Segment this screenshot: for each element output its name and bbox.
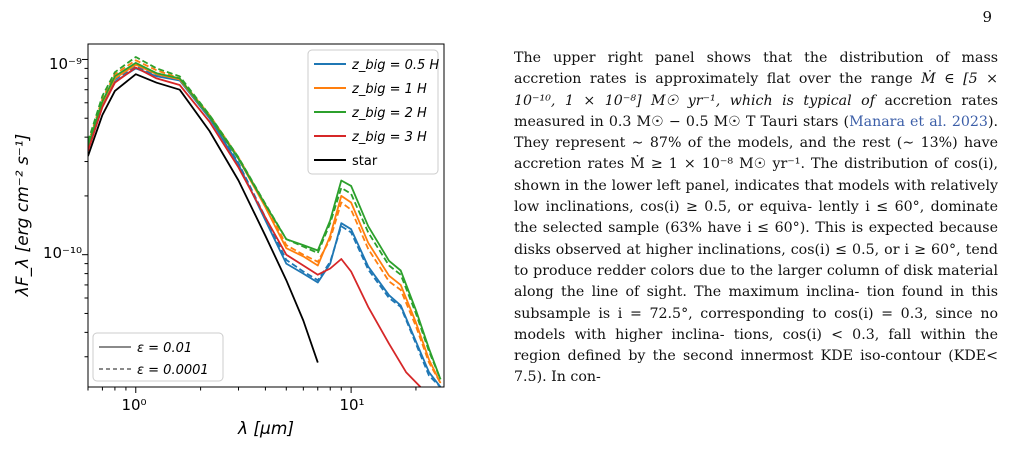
- paragraph: The upper right panel shows that the dis…: [514, 48, 998, 389]
- y-axis-label: λF_λ [erg cm⁻² s⁻¹]: [13, 134, 33, 297]
- x-tick-label-1e0: 10⁰: [121, 396, 146, 414]
- series-layer: [88, 56, 442, 387]
- series-line-0: [88, 73, 319, 363]
- body-text-column: The upper right panel shows that the dis…: [514, 48, 998, 389]
- text-line-6: the models, and the rest (∼ 13%) have ac…: [514, 135, 998, 173]
- ticks-layer: [82, 58, 417, 393]
- text-line-1: The upper right panel shows that the dis…: [514, 50, 950, 66]
- legend-label-star: star: [352, 154, 378, 169]
- legend-label-z3: z_big = 3 H: [351, 130, 427, 145]
- model-legend: z_big = 0.5 H z_big = 1 H z_big = 2 H z_…: [307, 49, 439, 175]
- x-tick-label-1e1: 10¹: [339, 396, 364, 414]
- page-number: 9: [982, 8, 992, 26]
- series-line-7: [88, 66, 422, 387]
- text-line-2: mass accretion rates is approximately fl…: [514, 50, 999, 88]
- plot-frame: [87, 43, 445, 388]
- text-line-18: second innermost KDE iso-contour (KDE< 7…: [514, 348, 998, 386]
- text-line-16: to cos(i) = 0.3, since no models with hi…: [514, 305, 998, 343]
- legend-label-z1: z_big = 1 H: [351, 82, 427, 97]
- series-line-3: [88, 63, 442, 384]
- y-tick-label-1e-10: 10⁻¹⁰: [43, 244, 82, 262]
- text-line-5b: ). They represent ∼ 87% of: [514, 113, 999, 152]
- legend-label-z05: z_big = 0.5 H: [351, 58, 439, 73]
- citation-link-manara-2023[interactable]: Manara et al. 2023: [849, 113, 988, 130]
- legend-label-eps-00001: ε = 0.0001: [137, 363, 209, 378]
- legend-label-z2: z_big = 2 H: [351, 106, 427, 121]
- series-line-5: [88, 62, 442, 380]
- x-axis-label: λ [μm]: [237, 419, 294, 439]
- y-tick-label-1e-9: 10⁻⁹: [49, 55, 82, 73]
- text-line-3: Ṁ ∈ [5 × 10⁻¹⁰, 1 × 10⁻⁸] M☉ yr⁻¹, which…: [514, 71, 998, 109]
- series-line-6: [88, 56, 442, 380]
- text-line-13: produce redder colors due to the larger …: [533, 262, 933, 279]
- text-line-5a: stars (: [802, 113, 850, 130]
- text-line-7: Ṁ ≥ 1 × 10⁻⁸ M☉ yr⁻¹. The distribution o…: [630, 156, 998, 173]
- text-line-15: tion found in this subsample is i = 72.5…: [514, 284, 998, 322]
- text-line-12: higher inclinations, cos(i) ≤ 0.5, or i …: [514, 241, 998, 279]
- legend-label-eps-001: ε = 0.01: [137, 341, 192, 356]
- text-line-11: i ≤ 60°). This is expected because disks…: [514, 220, 998, 258]
- text-line-4: accretion rates measured in 0.3 M☉ − 0.5…: [514, 92, 998, 130]
- sed-figure: 10⁻⁹ 10⁻¹⁰ 10⁰ 10¹ λ [μm] λF_λ [erg cm⁻²…: [13, 43, 445, 439]
- series-line-4: [88, 59, 442, 384]
- text-line-10: lently i ≤ 60°, dominate the selected sa…: [514, 199, 998, 237]
- text-line-14: material along the line of sight. The ma…: [514, 262, 998, 301]
- text-line-17: tions, cos(i) < 0.3, fall within the reg…: [514, 326, 998, 365]
- series-line-2: [88, 65, 442, 387]
- epsilon-legend: ε = 0.01 ε = 0.0001: [92, 332, 224, 382]
- text-line-8: shown in the lower left panel, indicates…: [514, 177, 890, 194]
- text-line-9: with relatively low inclinations, cos(i)…: [514, 177, 998, 216]
